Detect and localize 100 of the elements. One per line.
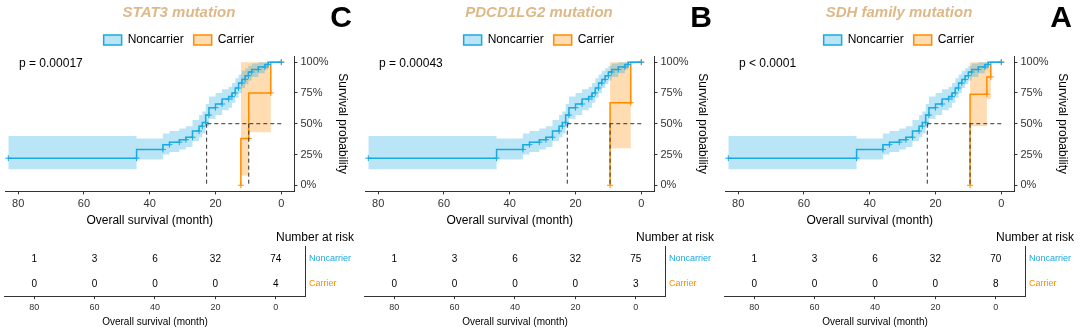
data-label: 4 [273,277,280,289]
chart-title: Number at risk [995,229,1075,244]
point [175,138,183,146]
x-tick-label: 80 [749,302,760,313]
point [588,93,596,101]
point [902,136,910,144]
x-tick-label: 20 [930,302,941,313]
x-tick-label: 40 [869,302,880,313]
y-tick-label: 50% [300,116,323,129]
x-tick-label: 20 [570,302,581,313]
point [601,75,609,83]
x-tick-label: 60 [797,197,811,210]
point [228,93,236,101]
x-axis-title: Overall survival (month) [86,213,214,228]
point [627,99,635,107]
y-tick-label: 25% [1020,147,1043,160]
point [918,122,926,130]
legend-label: Noncarrier [127,32,184,47]
x-tick-label: 80 [372,197,385,210]
x-tick-label: 0 [998,197,1005,210]
legend-label: Carrier [937,32,975,47]
data-label: 0 [751,277,758,289]
data-label: 3 [451,252,458,264]
annotation: p = 0.00017 [19,56,84,71]
data-label: 0 [572,277,579,289]
x-tick-label: 60 [77,197,91,210]
point [987,73,995,81]
data-label: 32 [929,252,942,264]
y-tick-label: 100% [300,55,329,68]
x-tick-label: 60 [89,302,100,313]
chart-title: STAT3 mutation [122,3,236,21]
point [525,141,533,149]
y-axis-title: Survival probability [696,73,711,175]
point [591,89,599,97]
point [198,122,206,130]
point [235,84,243,92]
x-tick-label: 40 [509,302,520,313]
y-axis-title: Survival probability [336,73,351,175]
point [595,84,603,92]
chart-title: Number at risk [275,229,355,244]
data-label: 0 [932,277,939,289]
x-axis-title: Overall survival (month) [462,315,568,327]
y-tick-label: 25% [660,147,683,160]
point [938,100,946,108]
chart-title: PDCD1LG2 mutation [465,3,613,21]
data-label: 0 [91,277,98,289]
y-tick-label: 75% [300,85,323,98]
point [182,136,190,144]
y-tick-label: 100% [660,55,689,68]
data-label: 0 [391,277,398,289]
point [915,127,923,135]
y-tick-label: 50% [1020,116,1043,129]
x-tick-label: 80 [732,197,745,210]
x-tick-label: 20 [569,197,582,210]
point [218,100,226,108]
data-label: 75 [630,252,642,264]
point [555,127,563,135]
legend-label: Carrier [577,32,615,47]
point [241,75,249,83]
point [853,154,861,162]
point [558,122,566,130]
data-label: 0 [512,277,519,289]
data-label: 74 [270,252,282,264]
point [885,141,893,149]
data-label: 70 [990,252,1002,264]
data-label: 1 [751,252,758,264]
x-tick-label: 60 [449,302,460,313]
chart-title: SDH family mutation [825,3,973,21]
y-axis-title: Survival probability [1056,73,1071,175]
x-tick-label: 40 [143,197,156,210]
x-tick-label: 40 [149,302,160,313]
x-tick-label: 60 [437,197,451,210]
x-tick-label: 0 [273,302,279,313]
x-tick-label: 60 [809,302,820,313]
point [958,79,966,87]
y-tick-label: 25% [300,147,323,160]
annotation: p < 0.0001 [739,56,797,71]
data-label: 6 [152,252,159,264]
point [542,136,550,144]
point [983,90,991,98]
point [578,100,586,108]
point [948,93,956,101]
x-tick-label: 80 [12,197,25,210]
point [925,111,933,119]
data-label: 6 [872,252,879,264]
x-axis-title: Overall survival (month) [822,315,928,327]
x-tick-label: 20 [210,302,221,313]
y-tick-label: 50% [660,116,683,129]
data-label: 0 [811,277,818,289]
y-tick-label: 100% [1020,55,1049,68]
data-label: 0 [152,277,159,289]
point [961,75,969,83]
point [205,111,213,119]
x-tick-label: 0 [638,197,645,210]
legend-label: Noncarrier [847,32,904,47]
legend-label: Carrier [217,32,255,47]
y-tick-label: 0% [300,178,317,191]
legend-label: Noncarrier [487,32,544,47]
x-tick-label: 20 [929,197,942,210]
point [565,111,573,119]
